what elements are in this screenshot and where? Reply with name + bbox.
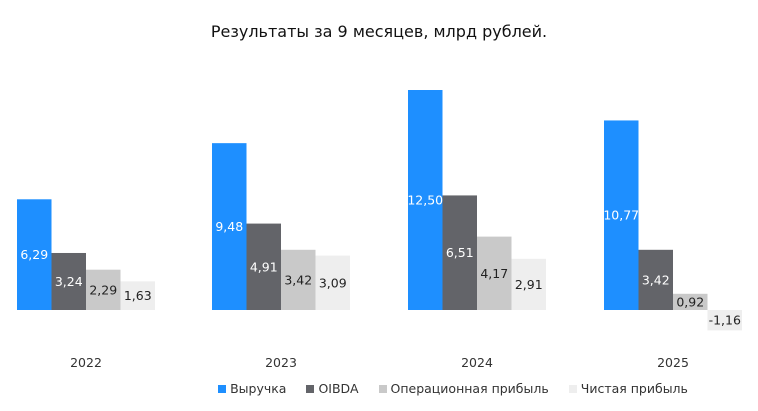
bar-2022-2: [86, 269, 121, 310]
bar-2023-0: [212, 143, 247, 310]
legend-swatch: [306, 384, 315, 393]
legend-label: OIBDA: [318, 381, 359, 396]
bar-2024-2: [477, 236, 512, 310]
data-label: 4,17: [480, 266, 508, 281]
legend-swatch: [218, 384, 227, 393]
bar-2025-3: [707, 310, 742, 331]
data-label: 9,48: [215, 219, 243, 234]
bar-2023-3: [315, 255, 350, 310]
data-label: 2,29: [89, 282, 117, 297]
data-label: 6,29: [20, 247, 48, 262]
legend-item: Выручка: [218, 381, 286, 396]
data-label: 1,63: [124, 288, 152, 303]
bar-2022-3: [120, 281, 155, 310]
bar-2025-2: [673, 293, 708, 310]
x-tick-label: 2022: [70, 355, 102, 370]
legend-label: Выручка: [230, 381, 287, 396]
x-tick-label: 2024: [461, 355, 493, 370]
data-label: 0,92: [676, 294, 704, 309]
bar-2024-3: [511, 258, 546, 310]
data-label: 3,42: [284, 272, 312, 287]
legend-item: OIBDA: [306, 381, 359, 396]
data-label: 10,77: [603, 208, 639, 223]
data-label: 3,42: [642, 272, 670, 287]
bar-2023-2: [281, 249, 316, 310]
legend-label: Чистая прибыль: [580, 381, 688, 396]
chart-title: Результаты за 9 месяцев, млрд рублей.: [210, 22, 548, 41]
data-label: 3,09: [319, 275, 347, 290]
legend-swatch: [378, 384, 387, 393]
data-label: 4,91: [250, 259, 278, 274]
bar-2025-0: [604, 120, 639, 310]
data-label: -1,16: [709, 313, 741, 328]
data-label: 6,51: [446, 245, 474, 260]
bar-2024-1: [442, 195, 477, 310]
bar-2022-1: [51, 252, 86, 310]
legend-item: Операционная прибыль: [378, 381, 549, 396]
legend-label: Операционная прибыль: [390, 381, 549, 396]
bar-2022-0: [17, 199, 52, 310]
x-tick-label: 2025: [657, 355, 689, 370]
data-label: 2,91: [515, 277, 543, 292]
bar-2024-0: [408, 90, 443, 310]
legend: Выручка OIBDA Операционная прибыль Чистая п…: [0, 381, 758, 396]
legend-swatch: [568, 384, 577, 393]
bar-2025-1: [638, 249, 673, 310]
data-label: 3,24: [55, 274, 83, 289]
data-label: 12,50: [407, 193, 443, 208]
bar-2023-1: [246, 223, 281, 310]
legend-item: Чистая прибыль: [568, 381, 688, 396]
x-tick-label: 2023: [265, 355, 297, 370]
